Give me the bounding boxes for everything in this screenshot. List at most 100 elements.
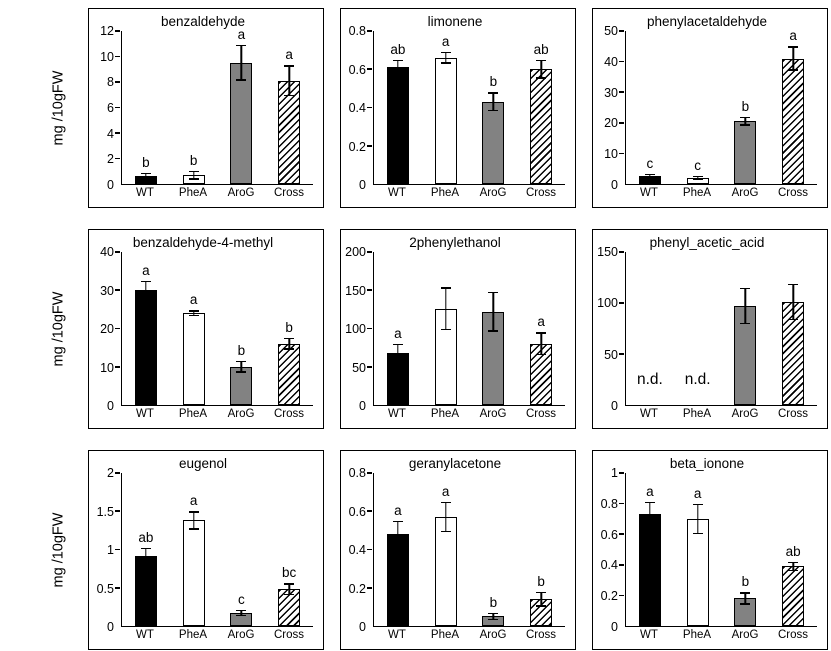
bar-wt xyxy=(386,534,409,626)
chart-panel: phenylacetaldehyde 0 10 20 30 40 50 c c b a WT PheA A… xyxy=(592,8,828,208)
y-tick-label: 10 xyxy=(604,147,618,162)
chart-panel: geranylacetone 0 0.2 0.4 0.6 0.8 a a b b WT PheA Aro… xyxy=(340,450,576,650)
error-cap-bottom xyxy=(644,525,655,527)
x-tick-label: Cross xyxy=(273,408,305,420)
sig-letter: a xyxy=(693,485,702,501)
error-bar xyxy=(740,592,751,605)
error-cap-bottom xyxy=(188,314,199,317)
y-tick-label: 0 xyxy=(107,399,114,413)
y-axis: 0 0.2 0.4 0.6 0.8 1 xyxy=(597,466,625,634)
sig-letter: a xyxy=(189,493,198,509)
error-cap-bottom xyxy=(140,178,151,181)
error-bar xyxy=(740,116,751,126)
y-tick-mark xyxy=(367,586,372,589)
error-cap-bottom xyxy=(392,360,403,363)
y-tick-mark xyxy=(619,152,624,155)
error-bar xyxy=(644,173,655,179)
error-line xyxy=(288,583,290,596)
bar-slot: b xyxy=(722,31,770,184)
y-tick-mark xyxy=(115,365,120,368)
error-cap-bottom xyxy=(488,618,499,621)
x-tick-label: AroG xyxy=(227,408,255,420)
sig-letter: b xyxy=(741,574,750,590)
chart-title: phenyl_acetic_acid xyxy=(649,235,765,250)
y-tick-label: 2 xyxy=(107,152,114,167)
bar-slot: a xyxy=(218,28,266,184)
error-cap-bottom xyxy=(440,530,451,533)
bar-slot: ab xyxy=(517,31,565,184)
x-tick-label: WT xyxy=(388,187,406,199)
error-line xyxy=(288,65,290,97)
plot-area: c c b a xyxy=(619,28,817,185)
bar-cross xyxy=(278,80,301,184)
y-tick-label: 8 xyxy=(107,75,114,90)
y-tick-label: 0 xyxy=(359,620,366,634)
error-cap-bottom xyxy=(284,94,295,97)
error-cap-bottom xyxy=(392,546,403,548)
plot-area: b b a a xyxy=(115,28,313,185)
x-tick-label: PheA xyxy=(682,187,712,199)
y-tick-label: 0.6 xyxy=(600,527,618,542)
y-tick-label: 0.8 xyxy=(600,496,618,511)
error-bar xyxy=(188,511,199,530)
sig-letter: b xyxy=(285,320,293,336)
y-tick-label: 4 xyxy=(107,126,114,141)
y-tick-label: 40 xyxy=(100,245,114,259)
y-tick-mark xyxy=(619,30,624,32)
y-tick-label: 0 xyxy=(611,178,618,192)
bar-slot: c xyxy=(218,473,266,626)
y-tick-mark xyxy=(619,502,624,505)
y-tick-label: 1.5 xyxy=(96,504,114,519)
bar-slot: ab xyxy=(374,31,422,184)
bar-wt xyxy=(134,290,157,405)
y-axis-label-column: mg /10gFW xyxy=(44,229,72,429)
x-tick-label: Cross xyxy=(777,187,809,199)
y-tick-mark xyxy=(367,144,372,147)
error-bar xyxy=(740,287,751,325)
error-line xyxy=(444,52,447,64)
bar-slot xyxy=(722,252,770,405)
bar-arog xyxy=(734,121,757,184)
error-line xyxy=(192,310,195,317)
chart-body: 0 2 4 6 8 10 12 b b a a xyxy=(93,24,313,192)
y-tick-label: 0 xyxy=(107,620,114,634)
x-axis-labels: WT PheA AroG Cross xyxy=(625,406,817,424)
sig-letter: a xyxy=(394,502,402,518)
sig-letter: b xyxy=(142,154,150,170)
y-tick-label: 100 xyxy=(345,322,366,336)
error-line xyxy=(492,612,495,621)
x-tick-label: AroG xyxy=(479,408,507,420)
bar-arog xyxy=(482,101,505,184)
x-axis-labels: WT PheA AroG Cross xyxy=(121,406,313,424)
bar-slot: b xyxy=(122,31,170,184)
error-cap-bottom xyxy=(488,330,499,332)
x-tick-label: Cross xyxy=(273,187,305,199)
x-axis-labels: WT PheA AroG Cross xyxy=(121,627,313,645)
sig-letter: ab xyxy=(785,543,801,559)
bar-phea xyxy=(182,313,205,405)
sig-letter: a xyxy=(789,28,797,44)
error-line xyxy=(192,170,195,180)
error-bar xyxy=(140,547,151,564)
error-line xyxy=(792,46,794,71)
y-tick-label: 0.2 xyxy=(600,589,618,604)
sig-letter: b xyxy=(537,573,545,589)
x-tick-label: AroG xyxy=(731,187,759,199)
x-tick-label: PheA xyxy=(682,629,712,641)
nd-label: n.d. xyxy=(684,371,711,388)
y-axis: 0 0.5 1 1.5 2 xyxy=(93,466,121,634)
bar-slot: b xyxy=(517,473,565,626)
bar-slot: n.d. xyxy=(626,252,674,405)
bar-cross xyxy=(278,343,301,405)
y-tick-mark xyxy=(115,472,120,474)
error-bar xyxy=(392,59,403,75)
y-tick-mark xyxy=(367,365,372,368)
y-tick-mark xyxy=(367,510,372,513)
sig-letter: b xyxy=(189,152,198,168)
sig-letter: a xyxy=(441,34,450,50)
x-tick-label: AroG xyxy=(227,187,255,199)
y-tick-mark xyxy=(367,289,372,292)
bar-cross xyxy=(782,566,805,626)
error-cap-bottom xyxy=(188,528,199,530)
x-tick-label: PheA xyxy=(430,187,460,199)
